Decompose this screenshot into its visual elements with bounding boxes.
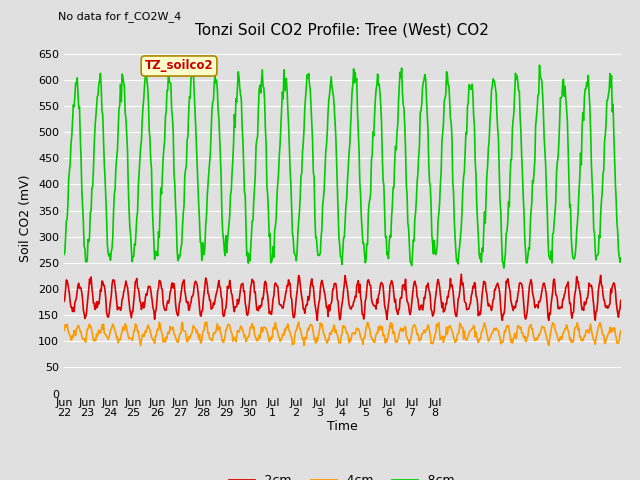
-4cm: [203, 319, 211, 325]
Line: -8cm: -8cm: [64, 65, 621, 268]
-2cm: [428, 307, 435, 312]
Text: TZ_soilco2: TZ_soilco2: [145, 60, 213, 72]
-8cm: [500, 265, 508, 271]
-2cm: [314, 317, 321, 323]
-4cm: [412, 324, 419, 330]
-2cm: [214, 287, 221, 293]
-4cm: [137, 343, 145, 348]
Y-axis label: Soil CO2 (mV): Soil CO2 (mV): [19, 175, 33, 262]
-2cm: [70, 309, 78, 314]
Line: -4cm: -4cm: [64, 322, 621, 346]
-2cm: [411, 278, 419, 284]
X-axis label: Time: Time: [327, 420, 358, 433]
-8cm: [536, 62, 543, 68]
-4cm: [215, 325, 223, 331]
-8cm: [214, 86, 221, 92]
-8cm: [60, 252, 68, 257]
Title: Tonzi Soil CO2 Profile: Tree (West) CO2: Tonzi Soil CO2 Profile: Tree (West) CO2: [195, 23, 490, 38]
Text: No data for f_CO2W_4: No data for f_CO2W_4: [58, 11, 182, 22]
-4cm: [185, 334, 193, 339]
-8cm: [426, 183, 434, 189]
-8cm: [617, 255, 625, 261]
-4cm: [60, 328, 68, 334]
Line: -2cm: -2cm: [64, 274, 621, 320]
-8cm: [410, 239, 418, 244]
-2cm: [127, 315, 135, 321]
-2cm: [60, 299, 68, 304]
-2cm: [184, 299, 192, 304]
-4cm: [127, 336, 135, 341]
-8cm: [70, 104, 78, 110]
-8cm: [184, 133, 192, 139]
-4cm: [428, 340, 436, 346]
Legend: -2cm, -4cm, -8cm: -2cm, -4cm, -8cm: [225, 469, 460, 480]
-4cm: [617, 328, 625, 334]
-2cm: [458, 271, 465, 277]
-8cm: [127, 247, 135, 252]
-2cm: [617, 298, 625, 303]
-4cm: [70, 327, 78, 333]
